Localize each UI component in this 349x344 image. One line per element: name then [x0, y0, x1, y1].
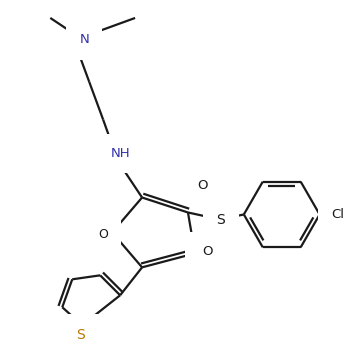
Text: NH: NH — [110, 147, 130, 160]
Text: S: S — [216, 214, 225, 227]
Text: N: N — [197, 251, 207, 264]
Text: Cl: Cl — [332, 208, 344, 221]
Text: O: O — [98, 228, 108, 241]
Text: O: O — [198, 179, 208, 192]
Text: S: S — [76, 328, 84, 342]
Text: N: N — [79, 33, 89, 46]
Text: O: O — [203, 245, 213, 258]
